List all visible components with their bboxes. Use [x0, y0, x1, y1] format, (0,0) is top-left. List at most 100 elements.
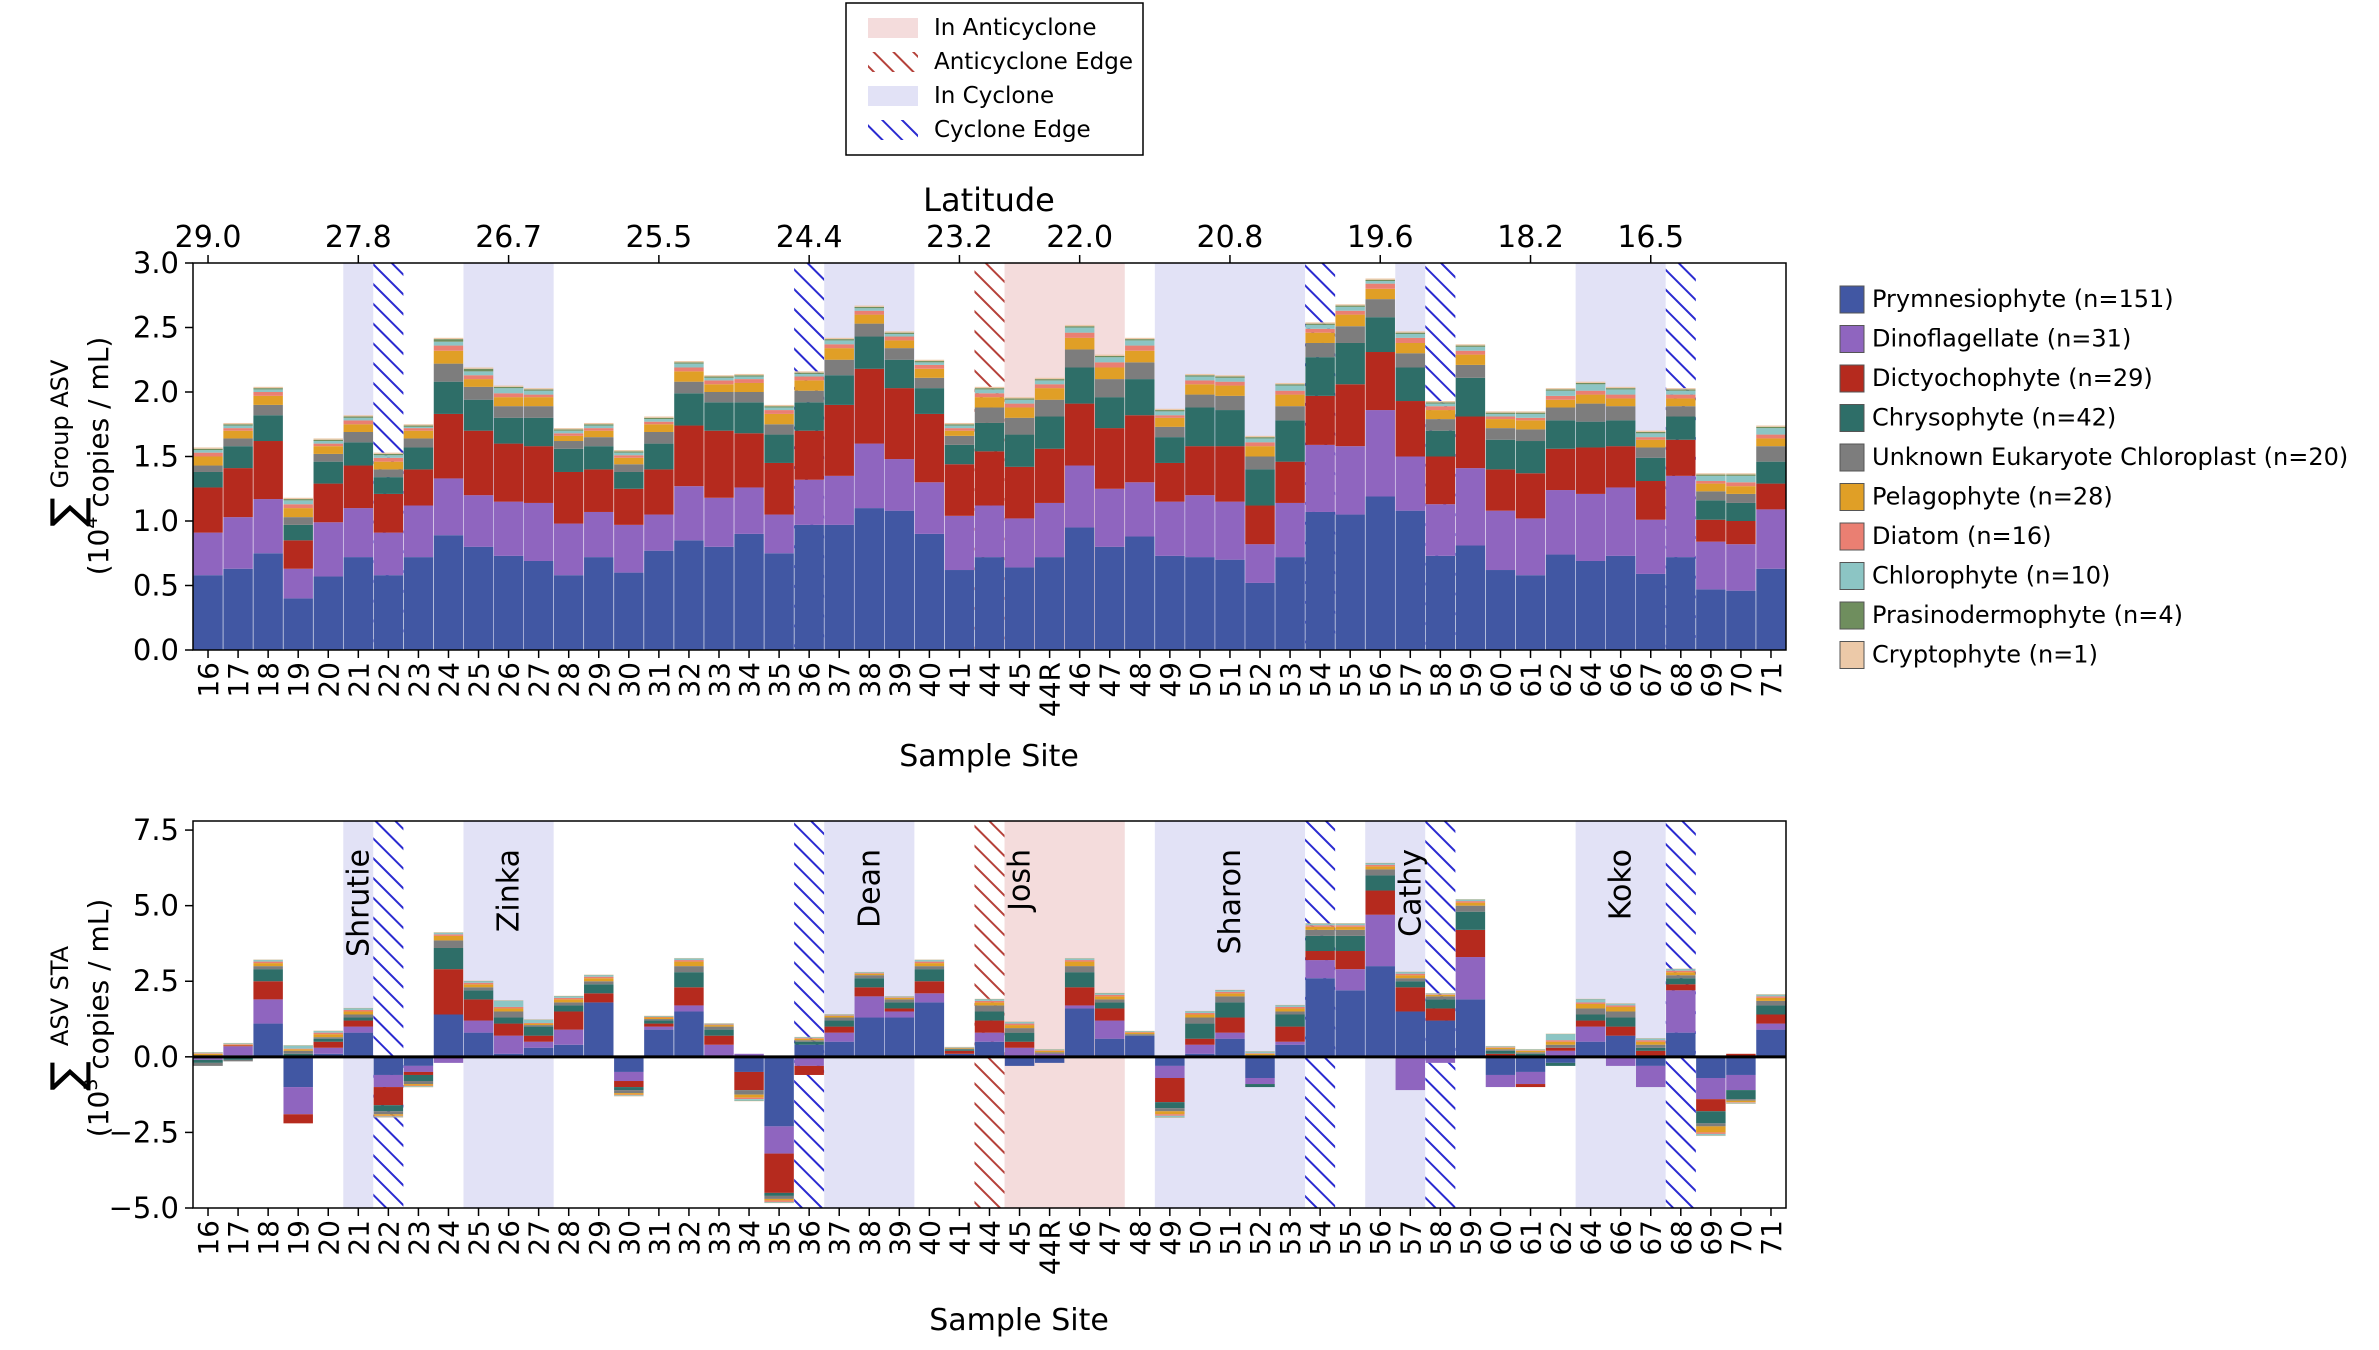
top-bar-18-dictyochophyte: [253, 441, 283, 500]
bot-bar-66-dinoflagellate: [1605, 1056, 1636, 1066]
bot-bar-58-chlorophyte: [1425, 993, 1456, 995]
top-bar-17-pelagophyte: [223, 430, 253, 439]
top-bar-58-chrysophyte: [1425, 430, 1456, 457]
bot-bar-62-diatom: [1545, 1040, 1576, 1042]
bot-bar-50-pelagophyte: [1185, 1014, 1215, 1018]
group-legend-swatch-prymnesiophyte: [1839, 285, 1865, 314]
bot-x-tick-label: 46: [1064, 1220, 1097, 1256]
top-bar-50-diatom: [1185, 380, 1215, 385]
top-bar-46-prasinodermophyte: [1064, 326, 1095, 328]
top-bar-40-cryptophyte: [914, 359, 945, 362]
top-bar-21-cryptophyte: [343, 415, 374, 417]
top-bar-66-dinoflagellate: [1605, 487, 1636, 556]
bot-bar-25-pelagophyte: [463, 984, 494, 988]
bot-bar-60-diatom: [1485, 1047, 1516, 1048]
bot-bar-69-diatom: [1696, 1132, 1726, 1134]
top-bar-50-unknown: [1185, 394, 1215, 408]
bot-bar-69-dictyochophyte: [1696, 1099, 1726, 1112]
bot-bar-17-dictyochophyte: [223, 1045, 253, 1047]
bot-bar-50-unknown: [1185, 1017, 1215, 1024]
bot-x-tick-label: 54: [1304, 1220, 1337, 1256]
bot-bar-18-prymnesiophyte: [253, 1023, 283, 1057]
bot-bar-49-diatom: [1155, 1114, 1185, 1116]
top-bar-27-chlorophyte: [523, 390, 554, 395]
top-bar-25-dictyochophyte: [463, 430, 494, 496]
top-bar-50-pelagophyte: [1185, 384, 1215, 395]
bot-bar-66-dictyochophyte: [1605, 1026, 1636, 1036]
bot-bar-18-unknown: [253, 966, 283, 970]
bot-bar-52-dinoflagellate: [1245, 1077, 1275, 1085]
bot-bar-60-chlorophyte: [1485, 1046, 1516, 1048]
top-bar-68-cryptophyte: [1666, 388, 1696, 390]
bot-bar-47-dictyochophyte: [1094, 1008, 1125, 1021]
bot-x-tick-label: 50: [1184, 1220, 1217, 1256]
bot-bar-17-chlorophyte: [223, 1043, 253, 1045]
bot-bar-20-chrysophyte: [313, 1038, 343, 1042]
bot-bar-52-chlorophyte: [1245, 1051, 1275, 1054]
top-bar-44-cryptophyte: [974, 386, 1005, 389]
bot-bar-58-dinoflagellate: [1425, 1056, 1456, 1063]
bot-bar-68-prymnesiophyte: [1666, 1032, 1696, 1057]
top-bar-45-chrysophyte: [1004, 434, 1035, 467]
top-bar-32-prymnesiophyte: [674, 540, 704, 650]
top-bar-17-cryptophyte: [223, 422, 253, 425]
top-bar-49-diatom: [1155, 415, 1185, 418]
top-bar-38-prymnesiophyte: [854, 508, 885, 650]
top-bar-23-cryptophyte: [403, 424, 434, 426]
bot-bar-38-chrysophyte: [854, 978, 885, 988]
top-bar-49-cryptophyte: [1155, 408, 1185, 411]
top-bar-29-prymnesiophyte: [584, 557, 614, 650]
bot-bar-53-pelagophyte: [1275, 1008, 1305, 1012]
top-bar-68-prasinodermophyte: [1666, 389, 1696, 391]
bot-bar-35-dictyochophyte: [764, 1153, 794, 1193]
region-legend-swatch-cyclone-fill: [868, 86, 918, 106]
top-bar-21-chlorophyte: [343, 417, 374, 421]
top-bar-57-dictyochophyte: [1395, 401, 1426, 457]
bot-bar-55-chrysophyte: [1335, 935, 1365, 952]
bot-bar-70-diatom: [1726, 1102, 1756, 1103]
top-bar-56-cryptophyte: [1365, 278, 1395, 280]
bot-bar-48-prymnesiophyte: [1125, 1035, 1155, 1057]
bot-bar-59-unknown: [1455, 905, 1486, 912]
top-bar-44-diatom: [974, 393, 1005, 398]
bottom-y-label-main: ASV STA: [46, 945, 74, 1046]
bot-bar-67-pelagophyte: [1636, 1041, 1666, 1045]
top-bar-51-prasinodermophyte: [1215, 376, 1245, 378]
bot-bar-36-pelagophyte: [794, 1038, 824, 1041]
top-bar-37-dinoflagellate: [824, 475, 854, 525]
top-bar-67-dictyochophyte: [1636, 481, 1666, 520]
top-bar-32-chrysophyte: [674, 393, 704, 426]
bot-bar-44R-prymnesiophyte: [1034, 1056, 1065, 1063]
top-bar-52-pelagophyte: [1245, 446, 1275, 457]
bot-bar-57-chlorophyte: [1395, 972, 1426, 974]
bot-bar-31-chlorophyte: [644, 1016, 674, 1017]
bot-bar-37-dinoflagellate: [824, 1032, 854, 1042]
top-bar-60-diatom: [1485, 416, 1516, 420]
top-bar-20-dinoflagellate: [313, 522, 343, 577]
top-bar-35-prasinodermophyte: [764, 406, 794, 408]
top-bar-66-chlorophyte: [1605, 389, 1636, 395]
bot-bar-52-diatom: [1245, 1053, 1275, 1054]
bot-bar-24-dictyochophyte: [433, 969, 464, 1015]
bot-bar-54-prymnesiophyte: [1305, 978, 1335, 1057]
top-bar-35-chrysophyte: [764, 434, 794, 463]
bot-bar-55-chlorophyte: [1335, 923, 1365, 926]
top-bar-61-prymnesiophyte: [1515, 575, 1546, 650]
top-bar-44-prasinodermophyte: [974, 388, 1005, 390]
top-bar-21-dinoflagellate: [343, 508, 374, 558]
bot-bar-16-dinoflagellate: [193, 1056, 223, 1060]
top-bar-48-prasinodermophyte: [1125, 339, 1155, 341]
top-bar-50-dictyochophyte: [1185, 446, 1215, 496]
latitude-tick-label: 18.2: [1497, 220, 1564, 255]
top-bar-51-diatom: [1215, 381, 1245, 386]
top-bar-41-dictyochophyte: [944, 464, 975, 516]
top-bar-23-prymnesiophyte: [403, 557, 434, 650]
top-bar-53-cryptophyte: [1275, 382, 1305, 385]
top-x-tick-label: 31: [643, 662, 676, 698]
top-bar-70-pelagophyte: [1726, 486, 1756, 494]
top-bar-39-chrysophyte: [884, 359, 915, 389]
bot-bar-61-prymnesiophyte: [1515, 1056, 1546, 1072]
latitude-tick-label: 22.0: [1046, 220, 1113, 255]
group-legend-label-dictyochophyte: Dictyochophyte (n=29): [1872, 364, 2153, 392]
bot-bar-71-prymnesiophyte: [1756, 1029, 1786, 1057]
